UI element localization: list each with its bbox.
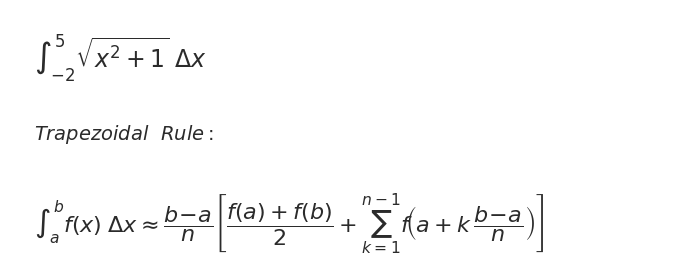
Text: $\int_{a}^{b} f(x) \; \Delta x \approx \dfrac{b\!-\!a}{n} \left[ \dfrac{f(a)+f(b: $\int_{a}^{b} f(x) \; \Delta x \approx \… — [34, 193, 544, 257]
Text: $\int_{-2}^{5} \sqrt{x^{2}+1} \; \Delta x$: $\int_{-2}^{5} \sqrt{x^{2}+1} \; \Delta … — [34, 32, 206, 84]
Text: $\mathit{Trapezoidal \ \ Rule:}$: $\mathit{Trapezoidal \ \ Rule:}$ — [34, 123, 214, 146]
